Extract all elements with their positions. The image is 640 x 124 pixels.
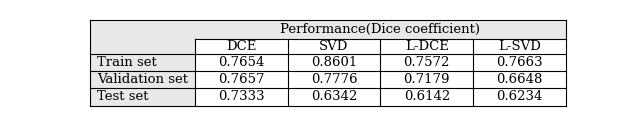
Text: 0.8601: 0.8601 — [311, 56, 357, 69]
Text: 0.7179: 0.7179 — [404, 73, 450, 86]
Text: 0.7654: 0.7654 — [218, 56, 264, 69]
Text: 0.7572: 0.7572 — [404, 56, 450, 69]
Text: L-SVD: L-SVD — [498, 40, 541, 53]
Text: 0.6342: 0.6342 — [311, 91, 357, 104]
Text: 0.7657: 0.7657 — [218, 73, 264, 86]
Text: 0.7776: 0.7776 — [310, 73, 357, 86]
Text: 0.6648: 0.6648 — [497, 73, 543, 86]
Text: DCE: DCE — [226, 40, 256, 53]
Text: 0.6234: 0.6234 — [497, 91, 543, 104]
Text: SVD: SVD — [319, 40, 349, 53]
Text: L-DCE: L-DCE — [405, 40, 449, 53]
Text: Test set: Test set — [97, 91, 149, 104]
Text: Validation set: Validation set — [97, 73, 188, 86]
Text: 0.6142: 0.6142 — [404, 91, 450, 104]
Text: Train set: Train set — [97, 56, 157, 69]
Text: Performance(Dice coefficient): Performance(Dice coefficient) — [280, 23, 481, 36]
Text: 0.7663: 0.7663 — [497, 56, 543, 69]
Text: 0.7333: 0.7333 — [218, 91, 264, 104]
